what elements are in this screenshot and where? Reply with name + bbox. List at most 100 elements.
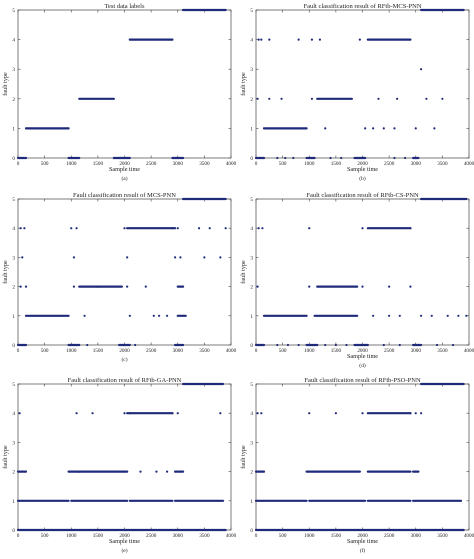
- x-tick-label: 2000: [119, 348, 130, 354]
- data-point: [171, 412, 174, 415]
- x-tick-label: 3000: [173, 533, 184, 539]
- data-point: [176, 227, 179, 230]
- data-point: [409, 227, 412, 230]
- data-point: [123, 227, 126, 230]
- data-point: [224, 227, 227, 230]
- data-point: [404, 156, 407, 160]
- x-tick-label: 1500: [331, 161, 342, 167]
- y-tick-label: 1: [12, 499, 15, 505]
- data-point: [318, 38, 321, 41]
- x-tick-label: 1500: [331, 348, 342, 354]
- y-tick-label: 0: [250, 528, 253, 534]
- x-tick-label: 2000: [119, 161, 130, 167]
- x-tick-label: 3500: [437, 161, 448, 167]
- x-tick-label: 2500: [384, 348, 395, 354]
- x-tick-label: 0: [255, 533, 258, 539]
- data-point: [166, 314, 169, 317]
- data-point: [219, 412, 222, 415]
- data-point: [126, 256, 129, 259]
- y-axis-label: fault type: [2, 260, 9, 284]
- data-point: [324, 343, 327, 347]
- x-tick-label: 3000: [411, 533, 422, 539]
- data-point: [409, 285, 412, 288]
- x-tick-label: 500: [41, 161, 49, 167]
- data-point: [257, 38, 260, 41]
- x-tick-label: 3500: [437, 533, 448, 539]
- data-point: [446, 314, 449, 317]
- y-tick-label: 2: [250, 470, 253, 476]
- y-tick-label: 1: [250, 126, 253, 132]
- data-point: [256, 285, 259, 288]
- x-tick-label: 1000: [304, 348, 315, 354]
- x-tick-label: 2500: [384, 533, 395, 539]
- y-tick-label: 0: [250, 343, 253, 349]
- y-tick-label: 4: [250, 226, 253, 232]
- data-point: [361, 285, 364, 288]
- y-tick-label: 3: [250, 67, 253, 73]
- data-point: [414, 412, 417, 415]
- data-point: [345, 343, 348, 347]
- data-point: [382, 127, 385, 130]
- data-point: [75, 227, 78, 230]
- data-point: [425, 97, 428, 100]
- y-tick-label: 0: [12, 156, 15, 162]
- data-point: [310, 97, 314, 100]
- x-tick-label: 4000: [464, 161, 474, 167]
- data-point: [256, 412, 259, 415]
- x-tick-label: 2000: [357, 161, 368, 167]
- data-point: [173, 256, 177, 259]
- x-tick-label: 1000: [66, 533, 77, 539]
- y-tick-label: 0: [12, 343, 15, 349]
- data-point: [358, 38, 361, 41]
- data-point: [134, 343, 137, 347]
- x-tick-label: 500: [41, 533, 49, 539]
- x-axis-label: Sample time: [347, 353, 378, 360]
- x-tick-label: 1500: [93, 533, 104, 539]
- data-point: [414, 127, 417, 130]
- data-point: [257, 227, 260, 230]
- data-point: [197, 227, 201, 230]
- y-tick-label: 5: [12, 382, 15, 388]
- data-point: [86, 343, 89, 347]
- data-point: [72, 285, 76, 288]
- panel-label: (e): [121, 547, 127, 554]
- data-point: [433, 127, 436, 130]
- data-point: [465, 314, 468, 317]
- data-point: [419, 412, 423, 415]
- data-point: [372, 127, 375, 130]
- y-tick-label: 4: [250, 411, 253, 417]
- y-tick-label: 5: [12, 8, 15, 14]
- data-point: [388, 314, 391, 317]
- data-point: [260, 38, 263, 41]
- data-point: [18, 412, 21, 415]
- x-tick-label: 0: [255, 348, 258, 354]
- y-axis-label: fault type: [240, 72, 247, 96]
- x-axis-label: Sample time: [347, 538, 378, 545]
- data-point: [24, 285, 28, 288]
- y-tick-label: 3: [250, 440, 253, 446]
- y-tick-label: 1: [250, 314, 253, 320]
- chart-title: Fault classification result of MCS-PNN: [73, 192, 176, 199]
- x-tick-label: 500: [279, 348, 287, 354]
- x-tick-label: 3000: [411, 161, 422, 167]
- x-tick-label: 0: [17, 348, 20, 354]
- y-tick-label: 1: [250, 499, 253, 505]
- data-point: [435, 343, 439, 347]
- data-point: [396, 97, 399, 100]
- y-axis-label: fault type: [240, 445, 247, 469]
- data-point: [166, 470, 169, 473]
- data-point: [388, 285, 391, 288]
- panel-label: (b): [359, 175, 366, 182]
- data-point: [372, 314, 375, 317]
- data-point: [310, 38, 314, 41]
- x-tick-label: 3500: [199, 161, 210, 167]
- x-tick-label: 2000: [357, 348, 368, 354]
- x-tick-label: 0: [17, 161, 20, 167]
- y-tick-label: 3: [12, 67, 15, 73]
- y-axis-label: fault type: [240, 260, 247, 284]
- x-tick-label: 3500: [199, 348, 210, 354]
- data-point: [19, 285, 22, 288]
- data-point: [334, 343, 337, 347]
- data-point: [457, 314, 460, 317]
- chart-title: Fault classification result of RFtb-PSO-…: [304, 377, 421, 384]
